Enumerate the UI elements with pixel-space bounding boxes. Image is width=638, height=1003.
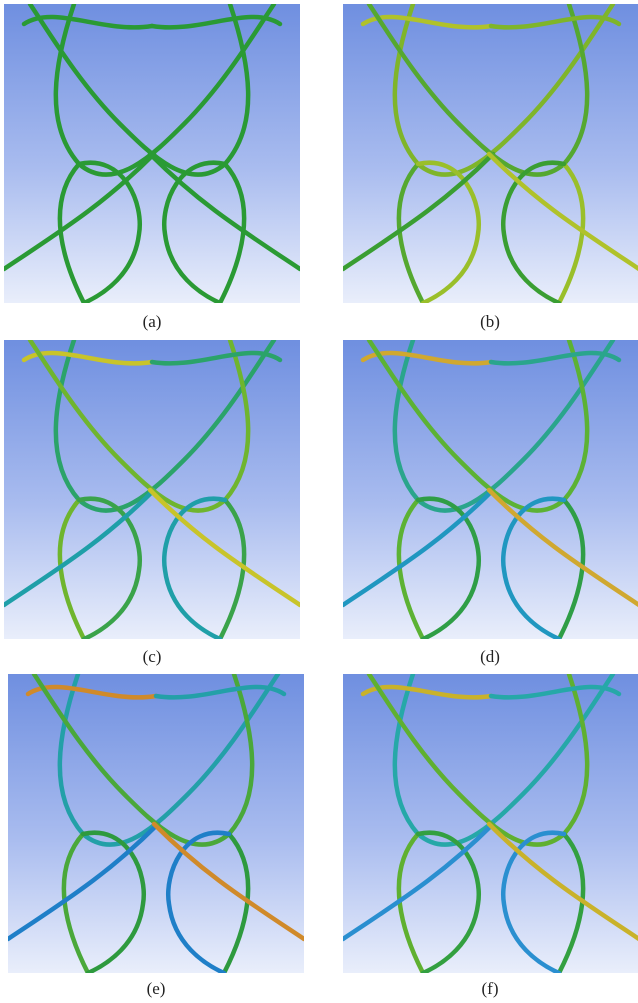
panel-caption: (e) bbox=[147, 979, 166, 998]
panel-caption: (c) bbox=[143, 647, 162, 666]
simulation-panel bbox=[4, 4, 300, 303]
simulation-panel bbox=[4, 340, 300, 639]
panel-caption: (b) bbox=[480, 312, 500, 331]
simulation-panel bbox=[8, 674, 304, 973]
simulation-panel bbox=[343, 4, 638, 303]
panel-caption: (f) bbox=[482, 979, 499, 998]
figure: (a) (b) (c) (d) (e) (f) bbox=[0, 0, 638, 1003]
panel-caption: (a) bbox=[143, 312, 162, 331]
simulation-panel bbox=[343, 340, 638, 639]
panel-caption: (d) bbox=[480, 647, 500, 666]
simulation-panel bbox=[343, 674, 638, 973]
